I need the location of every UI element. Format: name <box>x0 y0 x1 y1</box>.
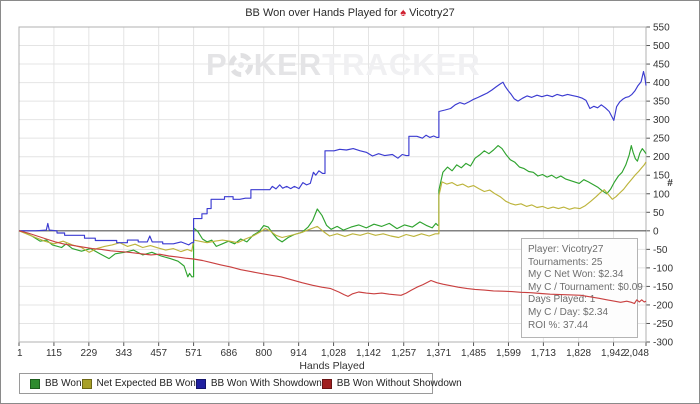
x-tick-label: 1,371 <box>426 348 451 359</box>
x-tick-label: 229 <box>80 348 97 359</box>
x-tick-label: 1,142 <box>356 348 381 359</box>
pokertracker-watermark: P KERTRACKER <box>206 47 481 83</box>
poker-chip-icon <box>228 53 253 77</box>
x-tick-label: 914 <box>290 348 307 359</box>
y-tick-label: -150 <box>653 282 673 293</box>
y-tick-label: 400 <box>653 78 670 89</box>
y-tick-label: 100 <box>653 189 670 200</box>
stats-info-box: Player: Vicotry27 Tournaments: 25 My C Net… <box>521 238 643 339</box>
x-tick-label: 1,713 <box>531 348 556 359</box>
x-tick-label: 800 <box>255 348 272 359</box>
legend: BB Won Net Expected BB Won BB Won With Sho… <box>19 373 462 394</box>
x-tick-label: 1,828 <box>566 348 591 359</box>
y-tick-label: 450 <box>653 60 670 71</box>
legend-label: BB Won <box>45 378 82 389</box>
x-tick-label: 457 <box>150 348 167 359</box>
y-tick-label: 0 <box>653 226 659 237</box>
y-tick-label: 250 <box>653 134 670 145</box>
x-tick-label: 343 <box>115 348 132 359</box>
x-tick-label: 1,485 <box>461 348 486 359</box>
x-tick-label: 1,942 <box>601 348 626 359</box>
info-line: Tournaments: 25 <box>528 256 603 268</box>
legend-item-net-expected-bb-won: Net Expected BB Won <box>81 378 196 389</box>
y-tick-label: -50 <box>653 245 668 256</box>
legend-swatch-icon <box>195 378 206 389</box>
info-line: ROI %: 37.44 <box>528 319 589 331</box>
y-tick-label: 350 <box>653 97 670 108</box>
chart-title: BB Won over Hands Played for ♠ Vicotry27 <box>1 7 699 19</box>
legend-swatch-icon <box>30 378 40 389</box>
legend-label: BB Won Without Showdown <box>336 378 462 389</box>
x-tick-label: 1 <box>17 348 23 359</box>
info-line: My C / Day: $2.34 <box>528 306 609 318</box>
info-line: Player: Vicotry27 <box>528 244 604 255</box>
y-tick-label: 500 <box>653 41 670 52</box>
x-tick-label: 1,028 <box>321 348 346 359</box>
y-tick-label: -300 <box>653 338 673 349</box>
info-line: My C Net Won: $2.34 <box>528 269 624 281</box>
y-tick-label: 150 <box>653 171 670 182</box>
y-axis-symbol: # <box>667 178 673 189</box>
legend-label: Net Expected BB Won <box>96 378 196 389</box>
legend-label: BB Won With Showdown <box>210 378 322 389</box>
x-tick-label: 2,048 <box>624 348 649 359</box>
info-line: My C / Tournament: $0.09 <box>528 281 643 293</box>
watermark-p: P <box>206 47 228 82</box>
legend-item-bb-won: BB Won <box>30 378 82 389</box>
legend-swatch-icon <box>81 378 92 389</box>
y-tick-label: 550 <box>653 23 670 34</box>
legend-swatch-icon <box>321 378 332 389</box>
y-tick-label: -100 <box>653 263 673 274</box>
legend-item-bb-won-without-showdown: BB Won Without Showdown <box>321 378 462 389</box>
player-name: Vicotry27 <box>409 7 455 19</box>
y-tick-label: 200 <box>653 152 670 163</box>
x-tick-label: 686 <box>220 348 237 359</box>
x-tick-label: 115 <box>46 348 62 359</box>
y-tick-label: 50 <box>653 208 665 219</box>
x-tick-label: 571 <box>185 348 202 359</box>
y-tick-label: 300 <box>653 115 670 126</box>
x-tick-label: 1,257 <box>391 348 416 359</box>
pokertracker-spade-icon: ♠ <box>400 7 407 19</box>
y-tick-label: -200 <box>653 300 673 311</box>
watermark-ker: KER <box>253 47 323 82</box>
x-axis-title: Hands Played <box>299 360 365 372</box>
x-tick-label: 1,599 <box>496 348 521 359</box>
chart-title-prefix: BB Won over Hands Played for <box>245 7 398 19</box>
legend-item-bb-won-with-showdown: BB Won With Showdown <box>195 378 322 389</box>
y-tick-label: -250 <box>653 319 673 330</box>
watermark-tracker: TRACKER <box>322 47 481 82</box>
info-line: Days Played: 1 <box>528 294 596 306</box>
